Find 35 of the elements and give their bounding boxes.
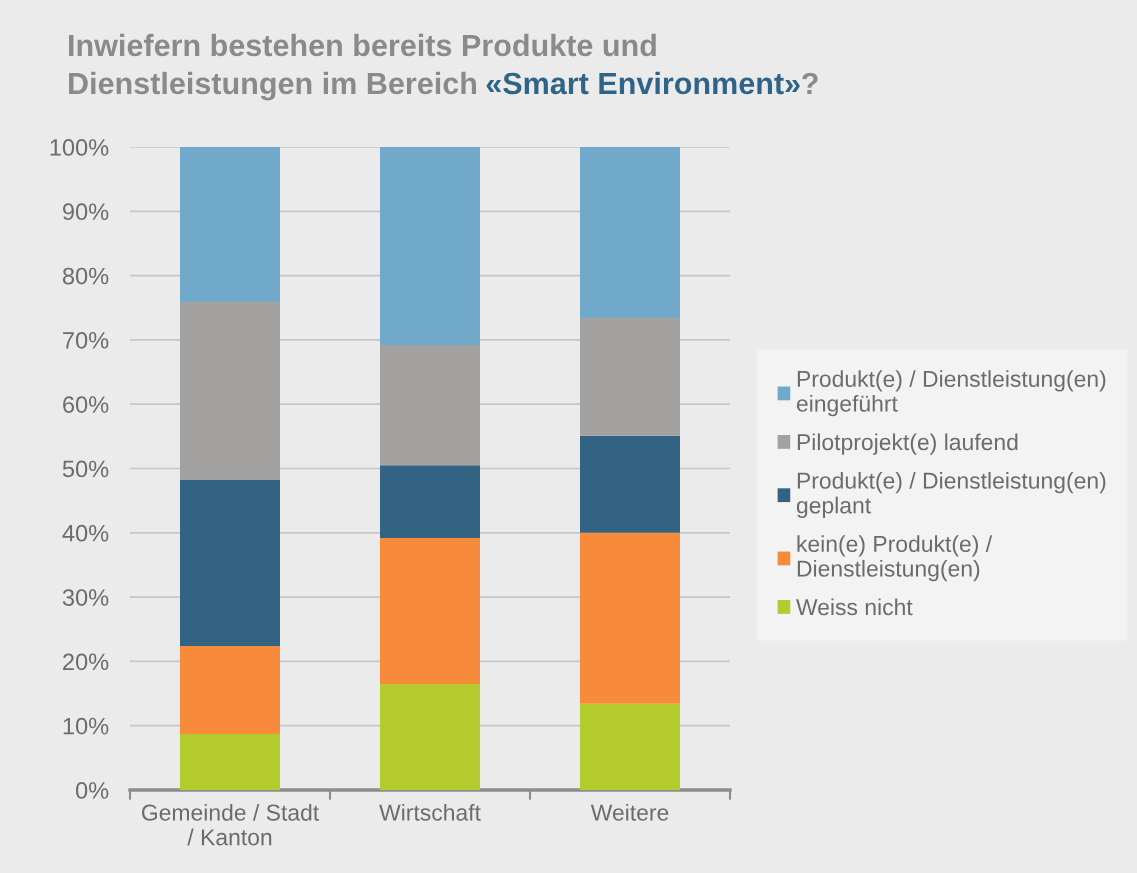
y-tick-label: 10%: [63, 717, 109, 735]
bar: [580, 147, 680, 319]
y-tick-label: 90%: [63, 203, 109, 221]
x-tick-label: Wirtschaft: [379, 803, 481, 821]
bar: [580, 703, 680, 790]
legend-label: kein(e) Produkt(e) / Dienstleistung(en): [797, 535, 993, 582]
x-tick-label: Weitere: [590, 803, 669, 821]
bar: [380, 345, 480, 466]
y-tick-label: 40%: [62, 524, 109, 542]
bar: [380, 147, 480, 346]
y-tick-label: 60%: [63, 396, 109, 413]
bar: [180, 734, 280, 790]
bar: [180, 301, 280, 480]
bar: [580, 318, 680, 436]
legend-label: Pilotprojekt(e) laufend: [797, 433, 1018, 455]
y-tick-label: 70%: [63, 331, 109, 349]
bar: [380, 465, 480, 538]
bar: [380, 683, 480, 790]
y-tick-label: 100%: [50, 139, 109, 156]
y-tick-label: 0%: [75, 782, 109, 799]
bar: [580, 435, 680, 533]
bar: [180, 147, 280, 302]
y-tick-label: 30%: [62, 589, 109, 606]
bar: [580, 532, 680, 704]
y-tick-label: 20%: [63, 653, 109, 671]
legend-label: Weiss nicht: [796, 598, 913, 616]
y-tick-label: 50%: [62, 460, 109, 478]
bar: [380, 537, 480, 684]
legend-label: Produkt(e) / Dienstleistung(en) geplant: [796, 471, 1106, 519]
bar: [180, 479, 280, 646]
x-tick-label: Gemeinde / Stadt / Kanton: [141, 803, 320, 846]
bar: [180, 645, 280, 735]
legend-label: Produkt(e) / Dienstleistung(en) eingeführt: [796, 370, 1106, 417]
y-tick-label: 80%: [62, 267, 109, 285]
chart-title: Inwiefern bestehen bereits Produkte und Dienstleistungen im Bereich «Smart Environment»?: [69, 33, 818, 101]
